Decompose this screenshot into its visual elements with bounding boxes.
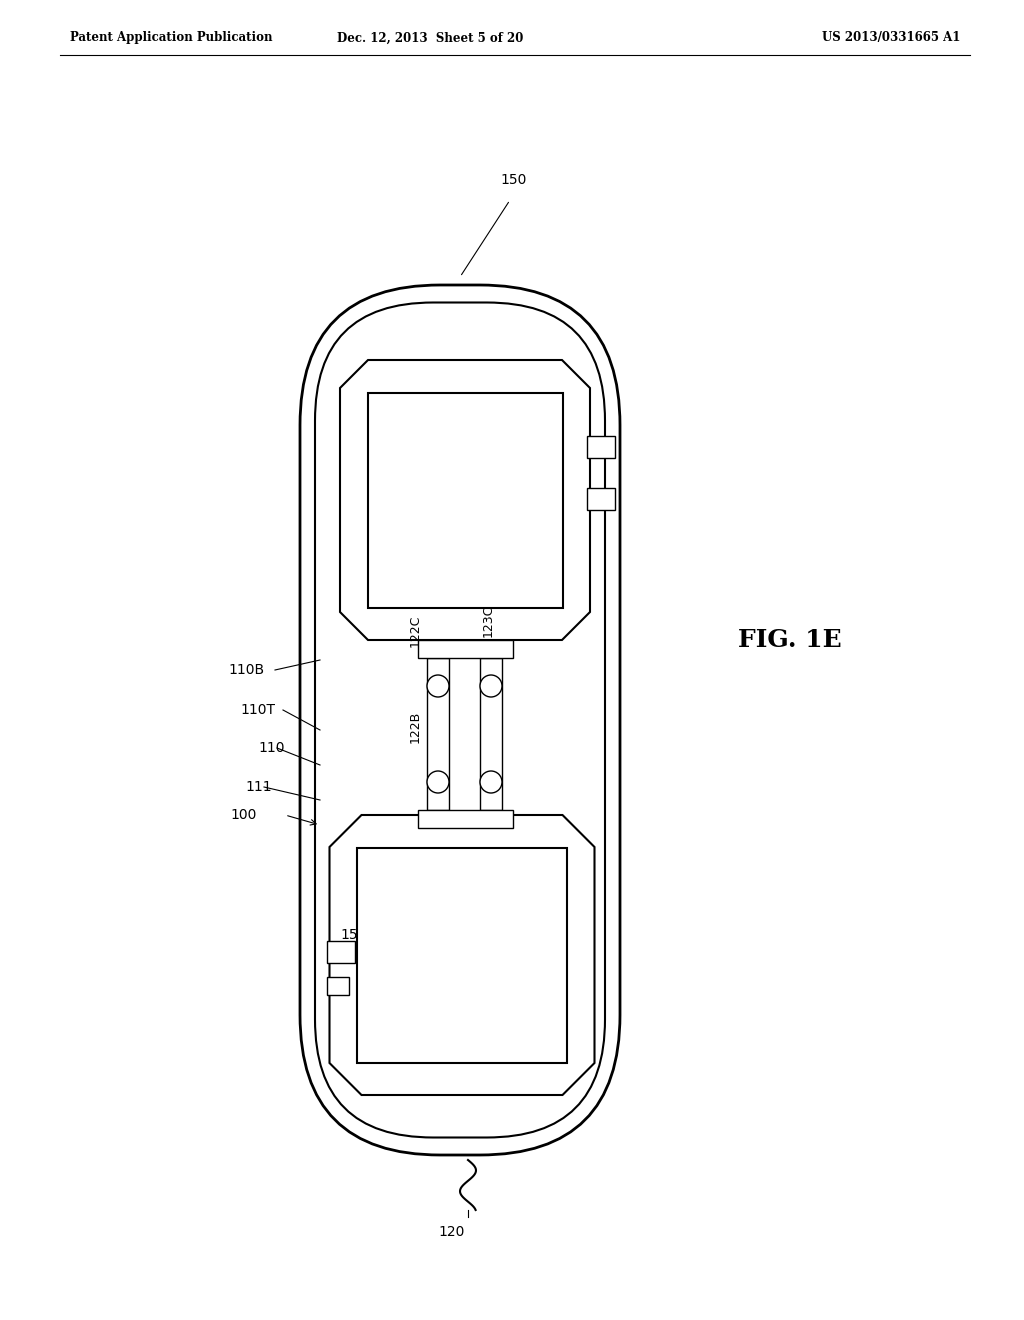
Text: 122C: 122C xyxy=(409,615,422,647)
Text: Patent Application Publication: Patent Application Publication xyxy=(70,32,272,45)
Text: 110T: 110T xyxy=(240,704,275,717)
Text: 150: 150 xyxy=(500,173,526,187)
Text: 123B: 123B xyxy=(482,721,495,754)
Text: 110B: 110B xyxy=(228,663,264,677)
Bar xyxy=(418,810,512,828)
FancyBboxPatch shape xyxy=(300,285,620,1155)
Bar xyxy=(480,657,502,810)
Circle shape xyxy=(427,675,449,697)
Bar xyxy=(587,488,615,510)
Circle shape xyxy=(427,771,449,793)
Bar xyxy=(587,436,615,458)
Text: Dec. 12, 2013  Sheet 5 of 20: Dec. 12, 2013 Sheet 5 of 20 xyxy=(337,32,523,45)
Polygon shape xyxy=(330,814,595,1096)
Text: US 2013/0331665 A1: US 2013/0331665 A1 xyxy=(821,32,961,45)
Circle shape xyxy=(480,675,502,697)
Text: 120: 120 xyxy=(439,1225,465,1239)
Text: 150: 150 xyxy=(340,928,367,942)
Text: 111: 111 xyxy=(245,780,271,795)
Text: FIG. 1E: FIG. 1E xyxy=(738,628,842,652)
Bar xyxy=(418,640,512,657)
Text: 122B: 122B xyxy=(409,711,422,743)
Bar xyxy=(327,977,348,995)
Bar xyxy=(327,941,354,964)
Bar xyxy=(357,847,567,1063)
Text: 100: 100 xyxy=(230,808,256,822)
Circle shape xyxy=(480,771,502,793)
Text: 123C: 123C xyxy=(482,605,495,638)
Text: 110: 110 xyxy=(258,741,285,755)
Bar xyxy=(368,392,562,607)
Bar xyxy=(427,657,449,810)
Polygon shape xyxy=(340,360,590,640)
